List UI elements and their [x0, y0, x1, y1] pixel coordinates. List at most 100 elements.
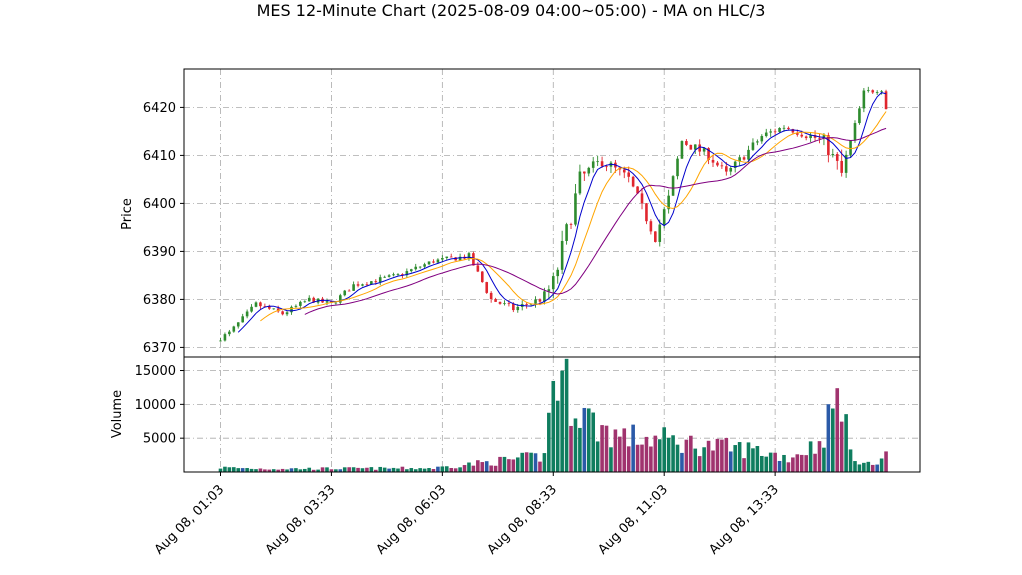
volume-bar	[289, 468, 294, 472]
volume-bar	[791, 457, 795, 472]
volume-bar	[857, 464, 862, 472]
volume-bar	[755, 446, 760, 472]
candle-body	[547, 289, 551, 292]
volume-bar	[853, 461, 857, 472]
volume-bar	[839, 421, 844, 472]
candle-body	[689, 144, 693, 150]
volume-bar	[365, 467, 369, 472]
volume-bar	[462, 465, 467, 472]
candle-body	[698, 144, 701, 152]
volume-bar	[493, 465, 498, 472]
volume-bar	[507, 459, 511, 472]
volume-bar	[751, 448, 755, 472]
volume-bar	[564, 358, 569, 472]
candle-body	[432, 261, 435, 263]
candle-body	[538, 299, 542, 302]
volume-bar	[325, 467, 329, 472]
candle-body	[671, 176, 675, 196]
volume-bar	[644, 436, 649, 472]
price-y-ticks: 6370 6380 6390 6400 6410 6420	[143, 101, 184, 356]
candle-body	[414, 266, 418, 270]
volume-bar	[303, 468, 307, 472]
candle-body	[804, 136, 808, 139]
volume-bar	[227, 467, 232, 472]
candle-body	[343, 290, 347, 296]
volume-bar	[728, 451, 733, 472]
volume-bar	[360, 468, 365, 472]
price-tick-label: 6410	[143, 149, 176, 164]
candle-body	[494, 299, 497, 302]
candle-body	[800, 134, 804, 137]
x-tick-label: Aug 08, 13:33	[706, 482, 782, 558]
x-tick-label: Aug 08, 01:03	[152, 482, 228, 558]
candle-body	[259, 302, 262, 307]
candle-body	[303, 301, 307, 303]
volume-bar	[804, 455, 808, 472]
volume-bar	[684, 439, 689, 472]
candle-body	[338, 295, 342, 303]
candle-body	[569, 224, 573, 225]
candle-body	[560, 240, 564, 270]
volume-bar	[875, 464, 879, 472]
volume-bar	[618, 436, 622, 472]
candle-body	[764, 132, 768, 137]
volume-bar	[249, 468, 254, 472]
candle-body	[862, 90, 866, 109]
candle-body	[534, 299, 537, 304]
candle-body	[219, 340, 222, 342]
price-panel: 6370 6380 6390 6400 6410 6420 Price	[120, 68, 921, 358]
volume-bar	[533, 453, 538, 472]
candle-body	[347, 290, 351, 292]
candle-body	[760, 136, 764, 142]
volume-bar	[427, 468, 431, 472]
candle-body	[401, 274, 404, 276]
candle-body	[631, 176, 635, 187]
volume-panel: 5000 10000 15000 Volume	[110, 356, 921, 473]
volume-bar	[879, 458, 884, 472]
candle-body	[525, 304, 528, 305]
volume-bar	[254, 469, 258, 472]
candle-body	[352, 284, 355, 291]
candle-body	[818, 137, 821, 139]
volume-bar	[870, 464, 875, 472]
candle-body	[467, 253, 471, 259]
volume-y-axis-label: Volume	[110, 390, 125, 438]
volume-bar	[560, 370, 564, 472]
candle-body	[436, 259, 440, 263]
candle-body	[649, 221, 653, 232]
candle-body	[796, 132, 799, 135]
ma-fast-line	[237, 92, 887, 333]
volume-bar	[702, 447, 706, 472]
volume-bar	[777, 460, 782, 472]
candle-body	[489, 292, 493, 300]
candle-body	[858, 108, 861, 124]
candle-body	[875, 92, 879, 93]
candle-body	[578, 171, 582, 194]
volume-bar	[307, 467, 312, 472]
volume-bar	[764, 456, 769, 472]
volume-bar	[418, 468, 422, 472]
candle-body	[867, 90, 870, 92]
candle-body	[831, 154, 835, 156]
volume-bars	[218, 358, 888, 472]
candle-body	[299, 301, 302, 306]
candle-body	[849, 140, 852, 155]
volume-bar	[848, 449, 853, 472]
candle-body	[662, 209, 666, 225]
volume-bar	[373, 469, 378, 472]
candle-body	[423, 264, 426, 267]
volume-bar	[693, 448, 698, 472]
volume-bar	[342, 467, 347, 472]
volume-bar	[298, 469, 303, 472]
candle-body	[449, 256, 453, 258]
volume-bar	[405, 469, 409, 472]
volume-bar	[680, 452, 684, 472]
candle-body	[645, 203, 648, 222]
volume-bar	[240, 468, 245, 472]
volume-bar	[236, 468, 241, 472]
volume-bar	[520, 452, 525, 472]
volume-bar	[223, 466, 227, 472]
volume-bar	[431, 469, 436, 472]
volume-bar	[573, 418, 578, 472]
candle-body	[809, 135, 812, 139]
